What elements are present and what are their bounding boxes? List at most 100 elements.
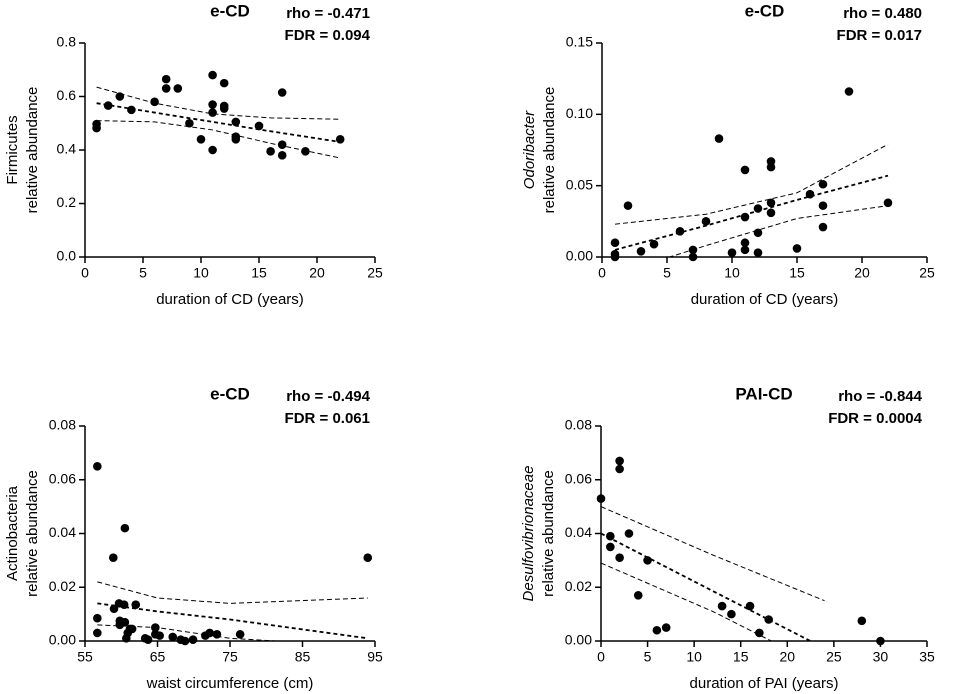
y-axis-label: relative abundance <box>24 470 41 597</box>
y-axis-label: relative abundance <box>24 87 41 214</box>
point <box>688 252 698 262</box>
fit-lines <box>601 506 825 641</box>
point <box>108 553 118 562</box>
y-tick-label: 0.6 <box>57 87 77 103</box>
point <box>615 456 624 466</box>
point <box>740 245 750 255</box>
point <box>610 249 620 259</box>
x-tick-label: 10 <box>724 265 740 281</box>
x-tick-label: 0 <box>598 265 606 281</box>
point <box>818 222 828 232</box>
point <box>805 189 815 199</box>
x-tick-label: 10 <box>193 265 209 281</box>
annotation: FDR = 0.094 <box>285 27 371 44</box>
point <box>717 601 727 611</box>
point <box>633 591 643 600</box>
point <box>127 105 136 115</box>
point <box>766 208 776 218</box>
x-tick-label: 20 <box>309 265 325 281</box>
y-tick-label: 0.02 <box>565 578 592 594</box>
point <box>254 121 264 131</box>
point <box>844 87 854 96</box>
y-axis-label: Firmicutes <box>4 115 21 184</box>
point <box>219 78 229 88</box>
y-tick-label: 0.08 <box>49 417 76 433</box>
point <box>109 604 119 614</box>
panel-title: PAI-CD <box>735 384 792 403</box>
point <box>168 632 178 642</box>
point <box>266 147 275 156</box>
point <box>127 624 137 634</box>
point <box>745 601 755 611</box>
point <box>119 600 129 610</box>
x-tick-label: 25 <box>367 265 383 281</box>
point <box>208 100 217 109</box>
point <box>231 117 241 127</box>
point <box>818 201 828 210</box>
point <box>876 636 885 646</box>
x-tick-label: 25 <box>919 265 935 281</box>
point <box>753 248 763 258</box>
regression-line <box>97 602 368 640</box>
y-tick-label: 0.0 <box>57 248 77 264</box>
point <box>235 629 245 639</box>
annotation: rho = 0.480 <box>843 5 922 22</box>
point <box>115 92 125 101</box>
panel-title: e-CD <box>210 384 250 403</box>
x-tick-label: 35 <box>919 649 935 665</box>
x-tick-label: 15 <box>733 649 749 665</box>
point <box>335 135 345 144</box>
x-tick-label: 0 <box>81 265 89 281</box>
annotation: FDR = 0.017 <box>837 27 922 44</box>
point <box>764 615 773 624</box>
point <box>727 248 737 258</box>
point <box>93 613 102 623</box>
point <box>180 636 190 646</box>
point <box>624 529 634 538</box>
point <box>93 462 102 471</box>
fit-lines <box>97 581 368 641</box>
point <box>755 628 764 638</box>
x-tick-label: 5 <box>139 265 147 281</box>
point <box>652 625 662 635</box>
point <box>740 165 750 175</box>
fit-lines <box>614 143 889 257</box>
point <box>205 628 214 638</box>
fit-lines <box>96 86 341 159</box>
point <box>766 198 776 208</box>
panel-title: e-CD <box>745 1 785 20</box>
confidence-band <box>96 120 341 159</box>
point <box>727 609 736 619</box>
y-tick-label: 0.8 <box>57 34 77 50</box>
point <box>92 123 101 133</box>
point <box>143 635 153 644</box>
point <box>208 70 217 80</box>
point <box>196 135 206 144</box>
point <box>615 464 624 474</box>
point <box>753 204 763 213</box>
point <box>714 134 724 143</box>
point <box>173 84 183 93</box>
x-tick-label: 95 <box>367 649 383 665</box>
point <box>643 556 652 565</box>
confidence-band <box>97 581 368 604</box>
point <box>131 600 141 610</box>
y-tick-label: 0.06 <box>565 470 592 486</box>
point <box>792 244 802 253</box>
point <box>636 246 646 256</box>
point <box>623 201 633 210</box>
y-tick-label: 0.4 <box>57 141 77 157</box>
regression-line <box>601 532 813 641</box>
point <box>208 145 217 155</box>
confidence-band <box>97 624 285 641</box>
confidence-band <box>601 562 773 641</box>
point <box>188 635 198 644</box>
y-axis-label: Actinobacteria <box>4 485 21 581</box>
point <box>606 531 615 541</box>
x-tick-label: 30 <box>873 649 889 665</box>
annotation: rho = -0.494 <box>286 388 370 405</box>
point <box>277 140 287 149</box>
point <box>155 631 164 640</box>
x-tick-label: 65 <box>150 649 166 665</box>
